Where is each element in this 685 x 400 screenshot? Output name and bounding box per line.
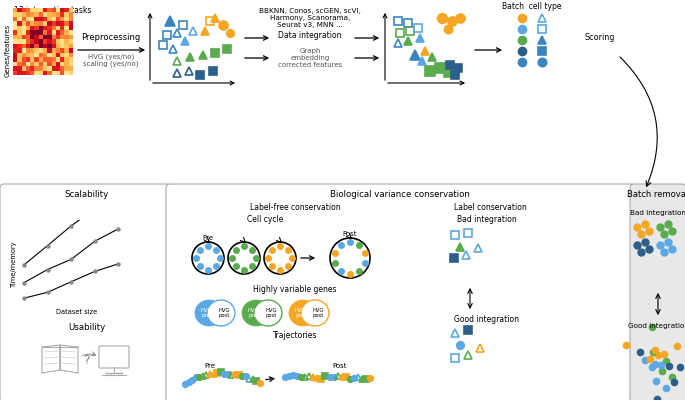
Point bbox=[89, 238, 100, 244]
Point bbox=[89, 206, 100, 212]
Ellipse shape bbox=[195, 300, 223, 326]
Text: Highly variable genes: Highly variable genes bbox=[253, 285, 337, 294]
Text: Usability: Usability bbox=[68, 323, 105, 332]
Text: HVG
pre: HVG pre bbox=[200, 308, 212, 318]
Ellipse shape bbox=[254, 300, 282, 326]
Text: HVG
pre: HVG pre bbox=[247, 308, 259, 318]
Text: Bad integration: Bad integration bbox=[457, 215, 517, 224]
Point bbox=[18, 280, 29, 286]
Point bbox=[42, 242, 53, 249]
Point bbox=[66, 278, 77, 285]
Text: Scoring: Scoring bbox=[585, 33, 615, 42]
Text: 13 integration tasks
    cells: 13 integration tasks cells bbox=[14, 6, 91, 25]
FancyArrowPatch shape bbox=[347, 234, 351, 238]
Text: Trajectories: Trajectories bbox=[273, 331, 317, 340]
Point bbox=[66, 256, 77, 262]
Text: Cell cycle: Cell cycle bbox=[247, 215, 283, 224]
Text: HVG (yes/no)
scaling (yes/no): HVG (yes/no) scaling (yes/no) bbox=[84, 53, 139, 67]
Text: Scalability: Scalability bbox=[65, 190, 109, 199]
Text: Label-free conservation: Label-free conservation bbox=[250, 203, 340, 212]
Text: Graph
embedding
corrected features: Graph embedding corrected features bbox=[278, 48, 342, 68]
Text: HVG
post: HVG post bbox=[219, 308, 229, 318]
Text: Genes/features: Genes/features bbox=[5, 23, 11, 77]
Text: Post: Post bbox=[333, 363, 347, 369]
Text: Bad integration: Bad integration bbox=[630, 210, 685, 216]
Point bbox=[66, 223, 77, 229]
Text: Label conservation: Label conservation bbox=[453, 203, 526, 212]
Point bbox=[113, 226, 124, 232]
FancyArrowPatch shape bbox=[82, 352, 95, 356]
Text: HVG
post: HVG post bbox=[265, 308, 277, 318]
Point bbox=[113, 187, 124, 194]
Text: Post: Post bbox=[342, 231, 358, 237]
FancyArrowPatch shape bbox=[204, 238, 209, 242]
Text: Pre: Pre bbox=[203, 235, 214, 241]
Text: Biological variance conservation: Biological variance conservation bbox=[330, 190, 470, 199]
FancyArrowPatch shape bbox=[277, 238, 281, 242]
Point bbox=[113, 261, 124, 267]
Text: Batch removal: Batch removal bbox=[627, 190, 685, 199]
Point bbox=[89, 268, 100, 275]
FancyArrowPatch shape bbox=[620, 57, 657, 186]
Text: ?: ? bbox=[83, 354, 89, 366]
Text: Data integration: Data integration bbox=[278, 31, 342, 40]
Ellipse shape bbox=[242, 300, 270, 326]
FancyArrowPatch shape bbox=[240, 238, 245, 242]
FancyBboxPatch shape bbox=[630, 184, 685, 400]
Text: Batch  cell type: Batch cell type bbox=[502, 2, 562, 11]
Point bbox=[18, 295, 29, 302]
Point bbox=[42, 266, 53, 273]
Text: HVG
pre: HVG pre bbox=[295, 308, 306, 318]
Text: Preprocessing: Preprocessing bbox=[82, 33, 140, 42]
Y-axis label: Time/memory: Time/memory bbox=[10, 241, 16, 287]
X-axis label: Dataset size: Dataset size bbox=[56, 309, 98, 315]
Ellipse shape bbox=[289, 300, 317, 326]
Point bbox=[18, 262, 29, 268]
Text: HVG
post: HVG post bbox=[312, 308, 324, 318]
FancyBboxPatch shape bbox=[0, 184, 170, 400]
Ellipse shape bbox=[207, 300, 235, 326]
Ellipse shape bbox=[301, 300, 329, 326]
Text: Pre: Pre bbox=[205, 363, 216, 369]
FancyBboxPatch shape bbox=[166, 184, 634, 400]
Text: Good integration: Good integration bbox=[455, 315, 519, 324]
Text: Good integration: Good integration bbox=[627, 323, 685, 329]
Text: BBKNN, Conos, scGEN, scVI,
Harmony, Scanorama,
Seurat v3, MNN ...: BBKNN, Conos, scGEN, scVI, Harmony, Scan… bbox=[259, 8, 361, 28]
Point bbox=[42, 289, 53, 296]
